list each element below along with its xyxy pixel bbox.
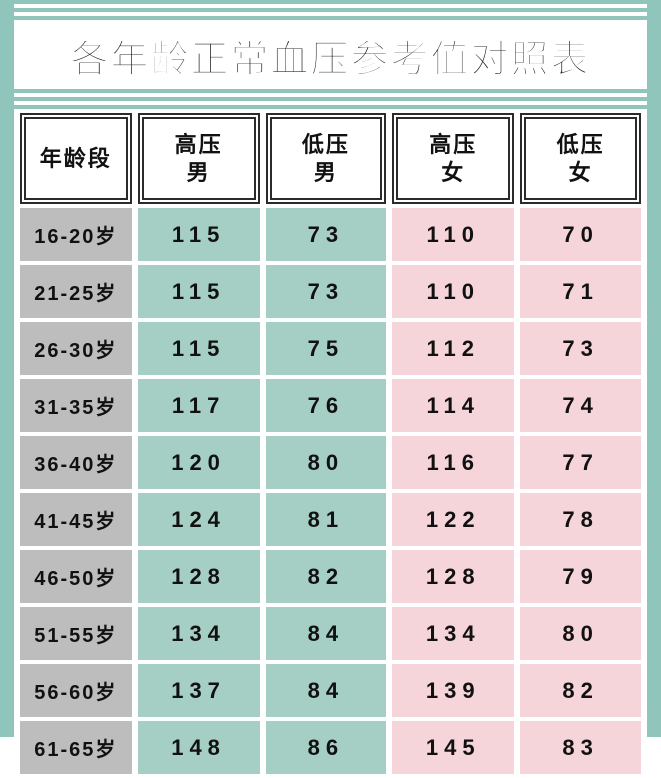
sys_male-cell: 117 — [138, 379, 260, 432]
table-row: 51-55岁1348413480 — [20, 607, 641, 660]
age-cell: 36-40岁 — [20, 436, 132, 489]
dia_male-cell: 84 — [266, 664, 387, 717]
sys_male-cell: 124 — [138, 493, 260, 546]
sys_female-cell: 110 — [392, 265, 514, 318]
column-header-dia_female: 低压女 — [520, 113, 641, 204]
sys_male-cell: 115 — [138, 265, 260, 318]
dia_female-cell: 78 — [520, 493, 641, 546]
age-cell: 51-55岁 — [20, 607, 132, 660]
sys_female-cell: 139 — [392, 664, 514, 717]
table-row: 16-20岁1157311070 — [20, 208, 641, 261]
dia_male-cell: 76 — [266, 379, 387, 432]
sys_male-cell: 115 — [138, 322, 260, 375]
dia_male-cell: 84 — [266, 607, 387, 660]
sys_female-cell: 114 — [392, 379, 514, 432]
table-row: 61-65岁1488614583 — [20, 721, 641, 774]
table-row: 26-30岁1157511273 — [20, 322, 641, 375]
dia_male-cell: 73 — [266, 265, 387, 318]
dia_female-cell: 74 — [520, 379, 641, 432]
dia_male-cell: 75 — [266, 322, 387, 375]
age-cell: 46-50岁 — [20, 550, 132, 603]
age-cell: 16-20岁 — [20, 208, 132, 261]
age-cell: 41-45岁 — [20, 493, 132, 546]
dia_female-cell: 77 — [520, 436, 641, 489]
dia_female-cell: 79 — [520, 550, 641, 603]
table-head: 年龄段高压男低压男高压女低压女 — [20, 113, 641, 204]
table-body: 16-20岁115731107021-25岁115731107126-30岁11… — [20, 208, 641, 774]
table-row: 56-60岁1378413982 — [20, 664, 641, 717]
sys_female-cell: 112 — [392, 322, 514, 375]
sys_female-cell: 116 — [392, 436, 514, 489]
title-wrap: 各年龄正常血压参考值对照表 — [14, 20, 647, 89]
age-cell: 56-60岁 — [20, 664, 132, 717]
dia_female-cell: 73 — [520, 322, 641, 375]
page-title: 各年龄正常血压参考值对照表 — [14, 28, 647, 83]
dia_female-cell: 71 — [520, 265, 641, 318]
table-frame: 各年龄正常血压参考值对照表 年龄段高压男低压男高压女低压女 16-20岁1157… — [0, 0, 661, 737]
table-row: 31-35岁1177611474 — [20, 379, 641, 432]
sys_male-cell: 134 — [138, 607, 260, 660]
dia_male-cell: 73 — [266, 208, 387, 261]
dia_male-cell: 81 — [266, 493, 387, 546]
table-row: 41-45岁1248112278 — [20, 493, 641, 546]
dia_male-cell: 82 — [266, 550, 387, 603]
sys_male-cell: 128 — [138, 550, 260, 603]
table-row: 36-40岁1208011677 — [20, 436, 641, 489]
sys_male-cell: 148 — [138, 721, 260, 774]
table-header-row: 年龄段高压男低压男高压女低压女 — [20, 113, 641, 204]
sys_female-cell: 134 — [392, 607, 514, 660]
dia_female-cell: 82 — [520, 664, 641, 717]
sys_male-cell: 115 — [138, 208, 260, 261]
dia_male-cell: 80 — [266, 436, 387, 489]
table-row: 46-50岁1288212879 — [20, 550, 641, 603]
mid-stripe-band — [14, 89, 647, 109]
dia_female-cell: 83 — [520, 721, 641, 774]
top-stripe-band — [14, 0, 647, 20]
column-header-sys_female: 高压女 — [392, 113, 514, 204]
age-cell: 61-65岁 — [20, 721, 132, 774]
column-header-age: 年龄段 — [20, 113, 132, 204]
dia_female-cell: 80 — [520, 607, 641, 660]
bp-table: 年龄段高压男低压男高压女低压女 16-20岁115731107021-25岁11… — [14, 109, 647, 778]
dia_male-cell: 86 — [266, 721, 387, 774]
sys_male-cell: 137 — [138, 664, 260, 717]
age-cell: 31-35岁 — [20, 379, 132, 432]
sys_female-cell: 122 — [392, 493, 514, 546]
column-header-sys_male: 高压男 — [138, 113, 260, 204]
sys_male-cell: 120 — [138, 436, 260, 489]
column-header-dia_male: 低压男 — [266, 113, 387, 204]
dia_female-cell: 70 — [520, 208, 641, 261]
sys_female-cell: 110 — [392, 208, 514, 261]
age-cell: 21-25岁 — [20, 265, 132, 318]
sys_female-cell: 145 — [392, 721, 514, 774]
age-cell: 26-30岁 — [20, 322, 132, 375]
table-row: 21-25岁1157311071 — [20, 265, 641, 318]
sys_female-cell: 128 — [392, 550, 514, 603]
